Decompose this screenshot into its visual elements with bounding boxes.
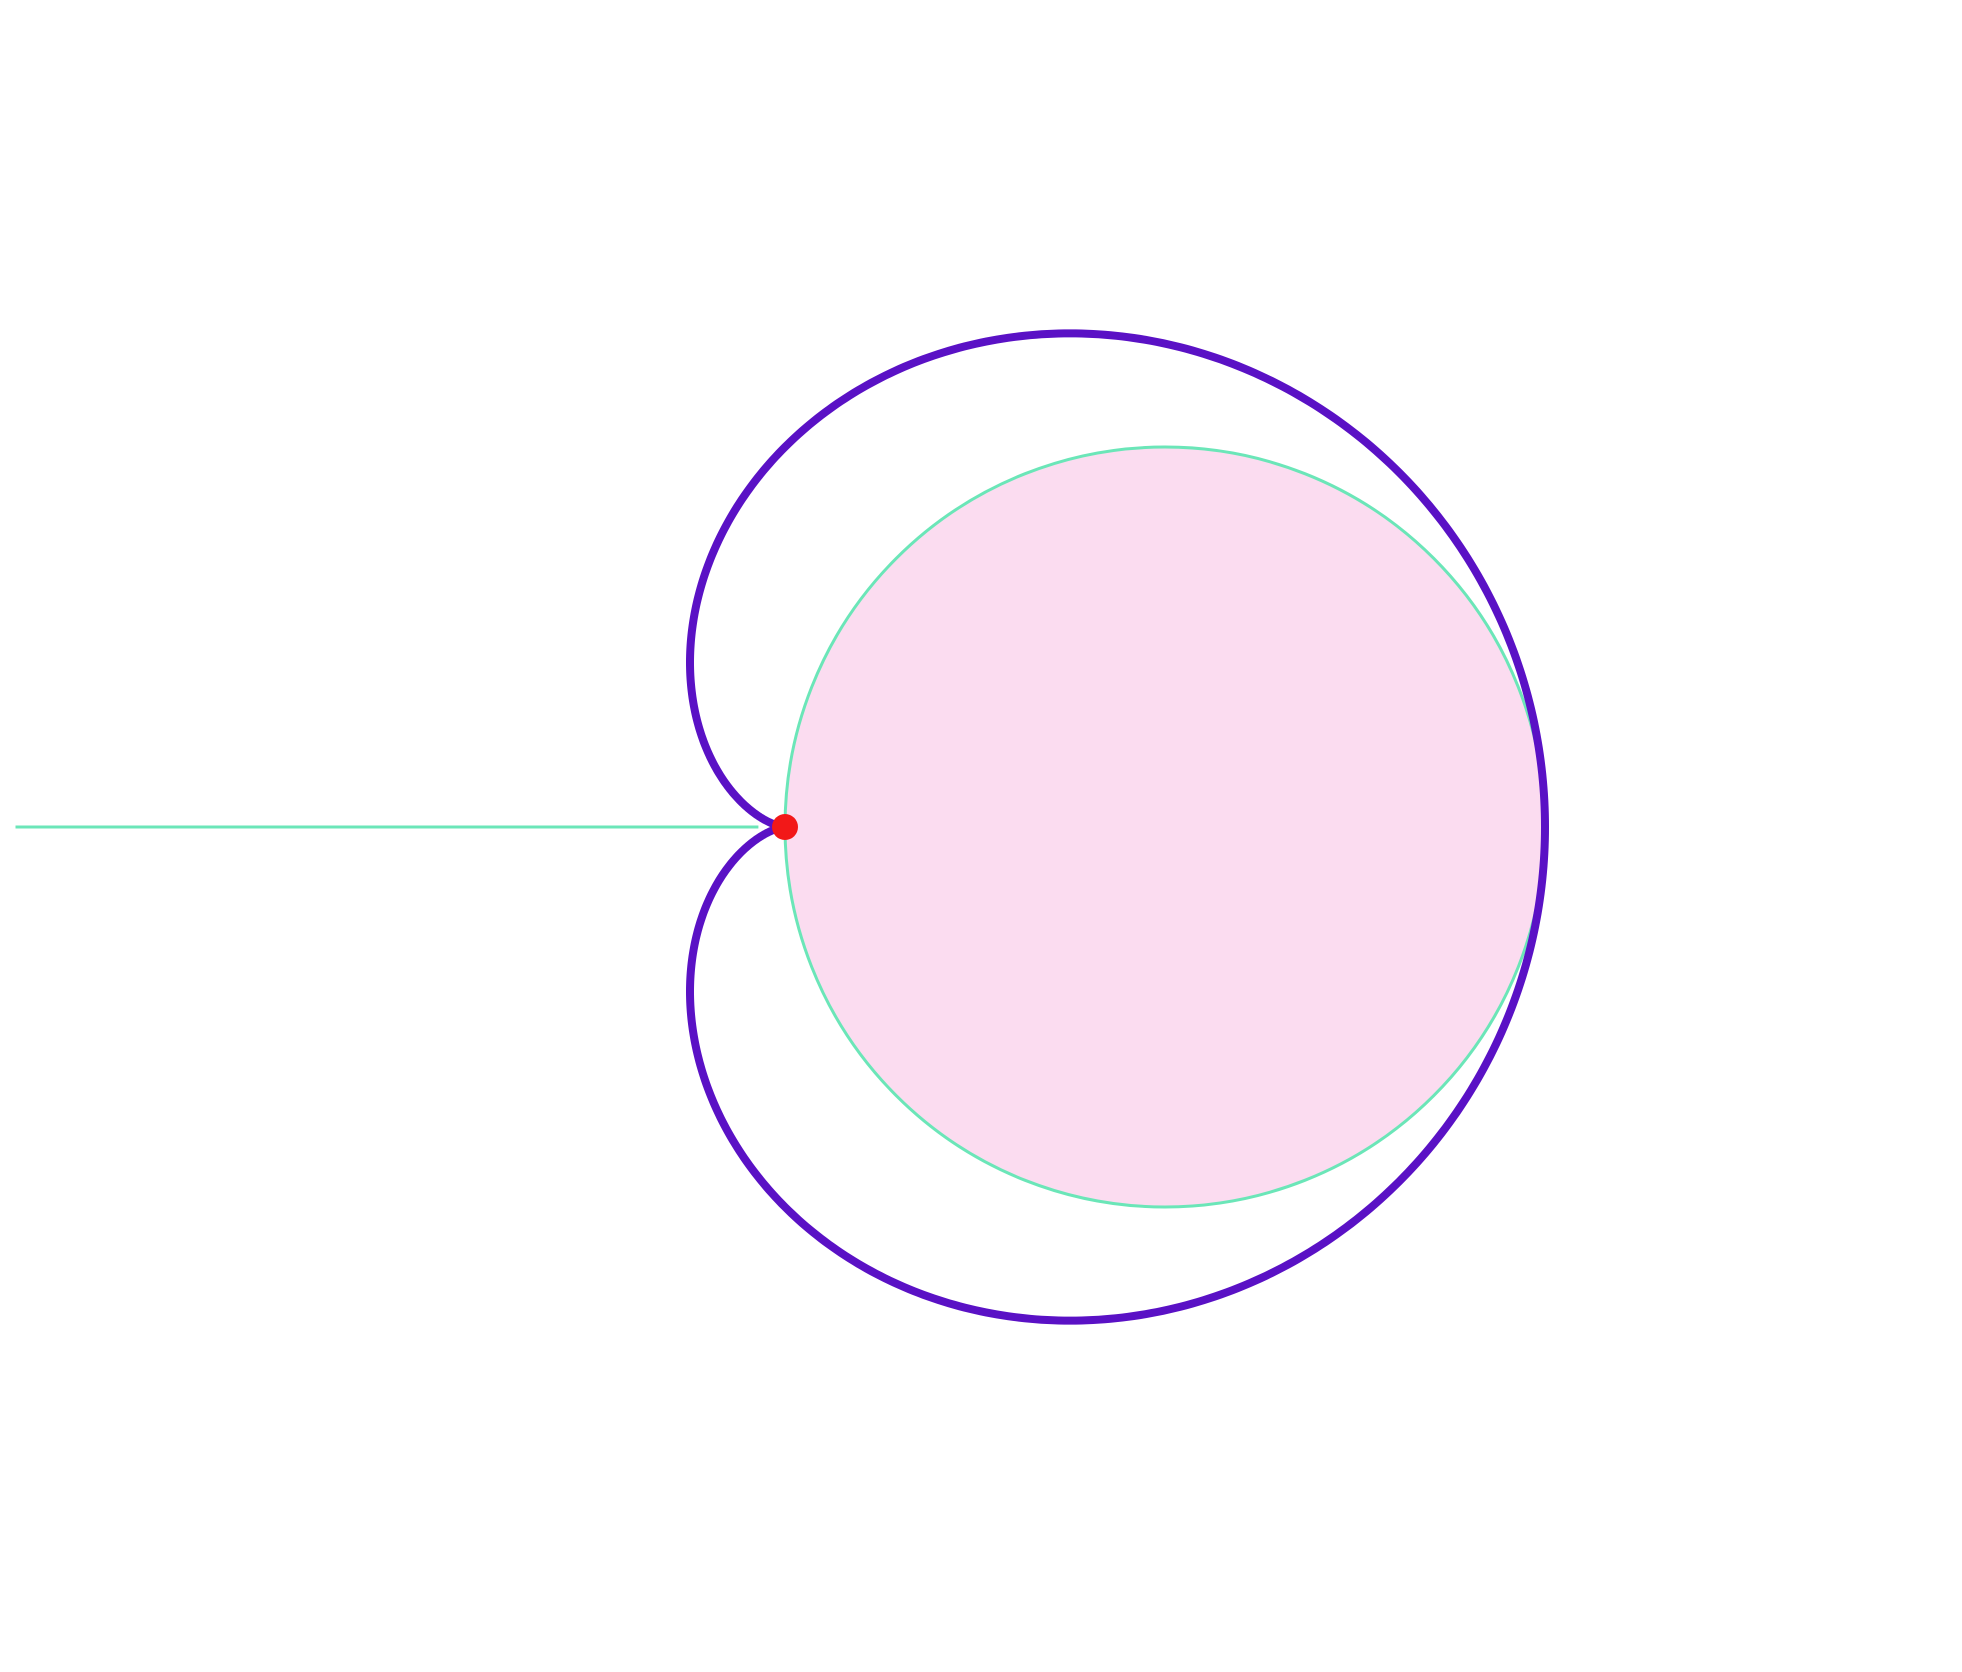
- cardioid-keyhole-diagram: [0, 0, 1962, 1672]
- inner-disk: [785, 447, 1545, 1207]
- cusp-point: [772, 814, 798, 840]
